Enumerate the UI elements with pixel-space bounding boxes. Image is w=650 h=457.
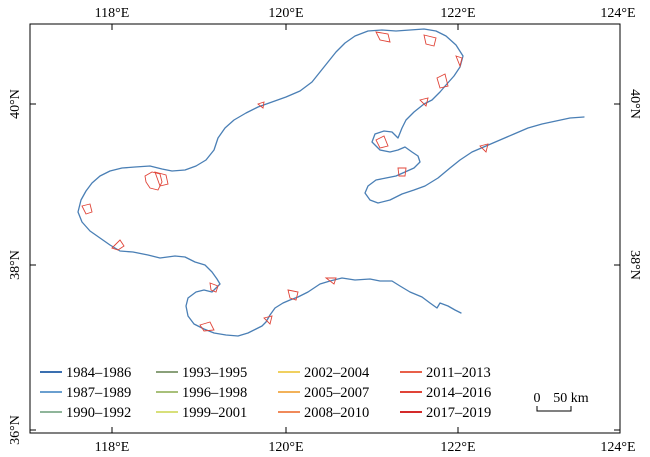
coastline-main [77, 28, 585, 337]
legend-col-2: 1993–1995 1996–1998 1999–2001 [156, 365, 247, 421]
lon-label-bottom-124: 124°E [600, 440, 635, 455]
change-polygon [257, 101, 265, 109]
coastline-group [77, 28, 585, 337]
top-tick-marks [30, 24, 621, 433]
change-polygon [375, 135, 389, 149]
legend-label: 1996–1998 [182, 385, 247, 401]
change-polygon [154, 171, 169, 187]
lon-label-bottom-118: 118°E [95, 440, 130, 455]
change-polygon [111, 239, 125, 251]
change-polygon [199, 321, 215, 332]
change-polygon [455, 55, 463, 68]
legend-label: 2014–2016 [426, 385, 491, 401]
change-polygon [479, 143, 489, 153]
lat-label-left-38: 38°N [8, 250, 23, 280]
change-polygon [324, 277, 337, 285]
legend-col-3: 2002–2004 2005–2007 2008–2010 [278, 365, 370, 421]
legend-label: 2002–2004 [304, 365, 370, 381]
change-polygon [209, 282, 219, 293]
change-polygon [287, 289, 299, 301]
legend-col-1: 1984–1986 1987–1989 1990–1992 [40, 365, 131, 421]
lon-label-bottom-120: 120°E [268, 440, 303, 455]
change-polygon [423, 34, 437, 47]
change-polygon [436, 73, 449, 89]
change-polygon [263, 315, 273, 325]
legend-label: 1987–1989 [66, 385, 131, 401]
legend-label: 1984–1986 [66, 365, 131, 381]
change-polygon [419, 97, 429, 107]
lon-label-top-122: 122°E [440, 6, 475, 21]
legend-col-4: 2011–2013 2014–2016 2017–2019 [400, 365, 491, 421]
map-frame [29, 23, 621, 434]
change-polygon [81, 203, 93, 215]
scale-distance-label: 50 km [553, 391, 589, 406]
scale-bar: 0 50 km [534, 391, 589, 412]
change-polygon [375, 31, 391, 43]
lat-label-left-40: 40°N [8, 89, 23, 119]
legend-label: 1990–1992 [66, 405, 131, 421]
legend-label: 2008–2010 [304, 405, 369, 421]
legend: 1984–1986 1987–1989 1990–1992 1993–1995 … [40, 365, 491, 421]
lon-label-top-120: 120°E [268, 6, 303, 21]
lon-label-bottom-122: 122°E [440, 440, 475, 455]
lat-label-left-36: 36°N [8, 415, 23, 445]
scale-bar-line [536, 406, 572, 412]
scale-zero-label: 0 [534, 391, 541, 406]
lon-label-top-124: 124°E [600, 6, 635, 21]
lat-label-right-38: 38°N [627, 250, 642, 280]
legend-label: 2005–2007 [304, 385, 369, 401]
legend-label: 2011–2013 [426, 365, 491, 381]
change-polygons [81, 31, 489, 332]
legend-label: 1999–2001 [182, 405, 247, 421]
lat-label-right-40: 40°N [627, 89, 642, 119]
legend-label: 1993–1995 [182, 365, 247, 381]
legend-label: 2017–2019 [426, 405, 491, 421]
change-polygon [397, 167, 407, 177]
lon-label-top-118: 118°E [95, 6, 130, 21]
